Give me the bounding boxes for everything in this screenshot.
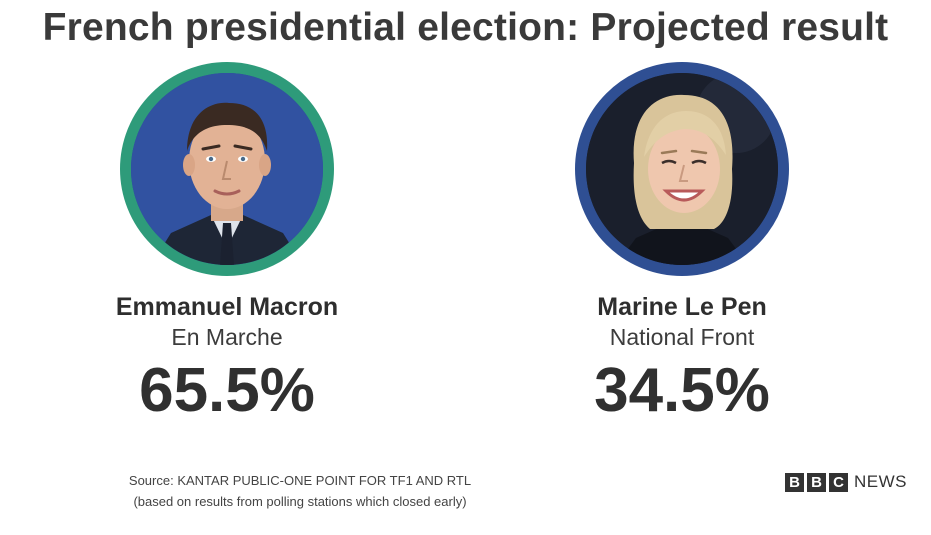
candidate-name: Marine Le Pen (597, 293, 767, 321)
candidate-macron: Emmanuel Macron En Marche 65.5% (62, 62, 392, 426)
source-line-2: (based on results from polling stations … (133, 494, 467, 509)
bbc-logo-letter: B (785, 472, 804, 492)
candidate-party: National Front (609, 324, 755, 350)
le-pen-photo (586, 73, 778, 265)
page-title: French presidential election: Projected … (42, 6, 889, 49)
candidate-le-pen: Marine Le Pen National Front 34.5% (517, 62, 847, 426)
bbc-news-logo: B B C NEWS (785, 472, 907, 492)
candidate-percent: 65.5% (139, 356, 315, 425)
bbc-logo-letter: B (807, 472, 826, 492)
candidate-percent: 34.5% (594, 356, 770, 425)
source-note: Source: KANTAR PUBLIC-ONE POINT FOR TF1 … (0, 470, 600, 512)
portrait-le-pen (575, 62, 789, 276)
source-line-1: Source: KANTAR PUBLIC-ONE POINT FOR TF1 … (128, 473, 472, 488)
candidate-party: En Marche (171, 324, 283, 350)
candidate-name: Emmanuel Macron (115, 293, 339, 321)
macron-photo (131, 73, 323, 265)
portrait-macron (120, 62, 334, 276)
bbc-logo-news: NEWS (854, 472, 907, 491)
bbc-logo-letter: C (829, 472, 848, 492)
